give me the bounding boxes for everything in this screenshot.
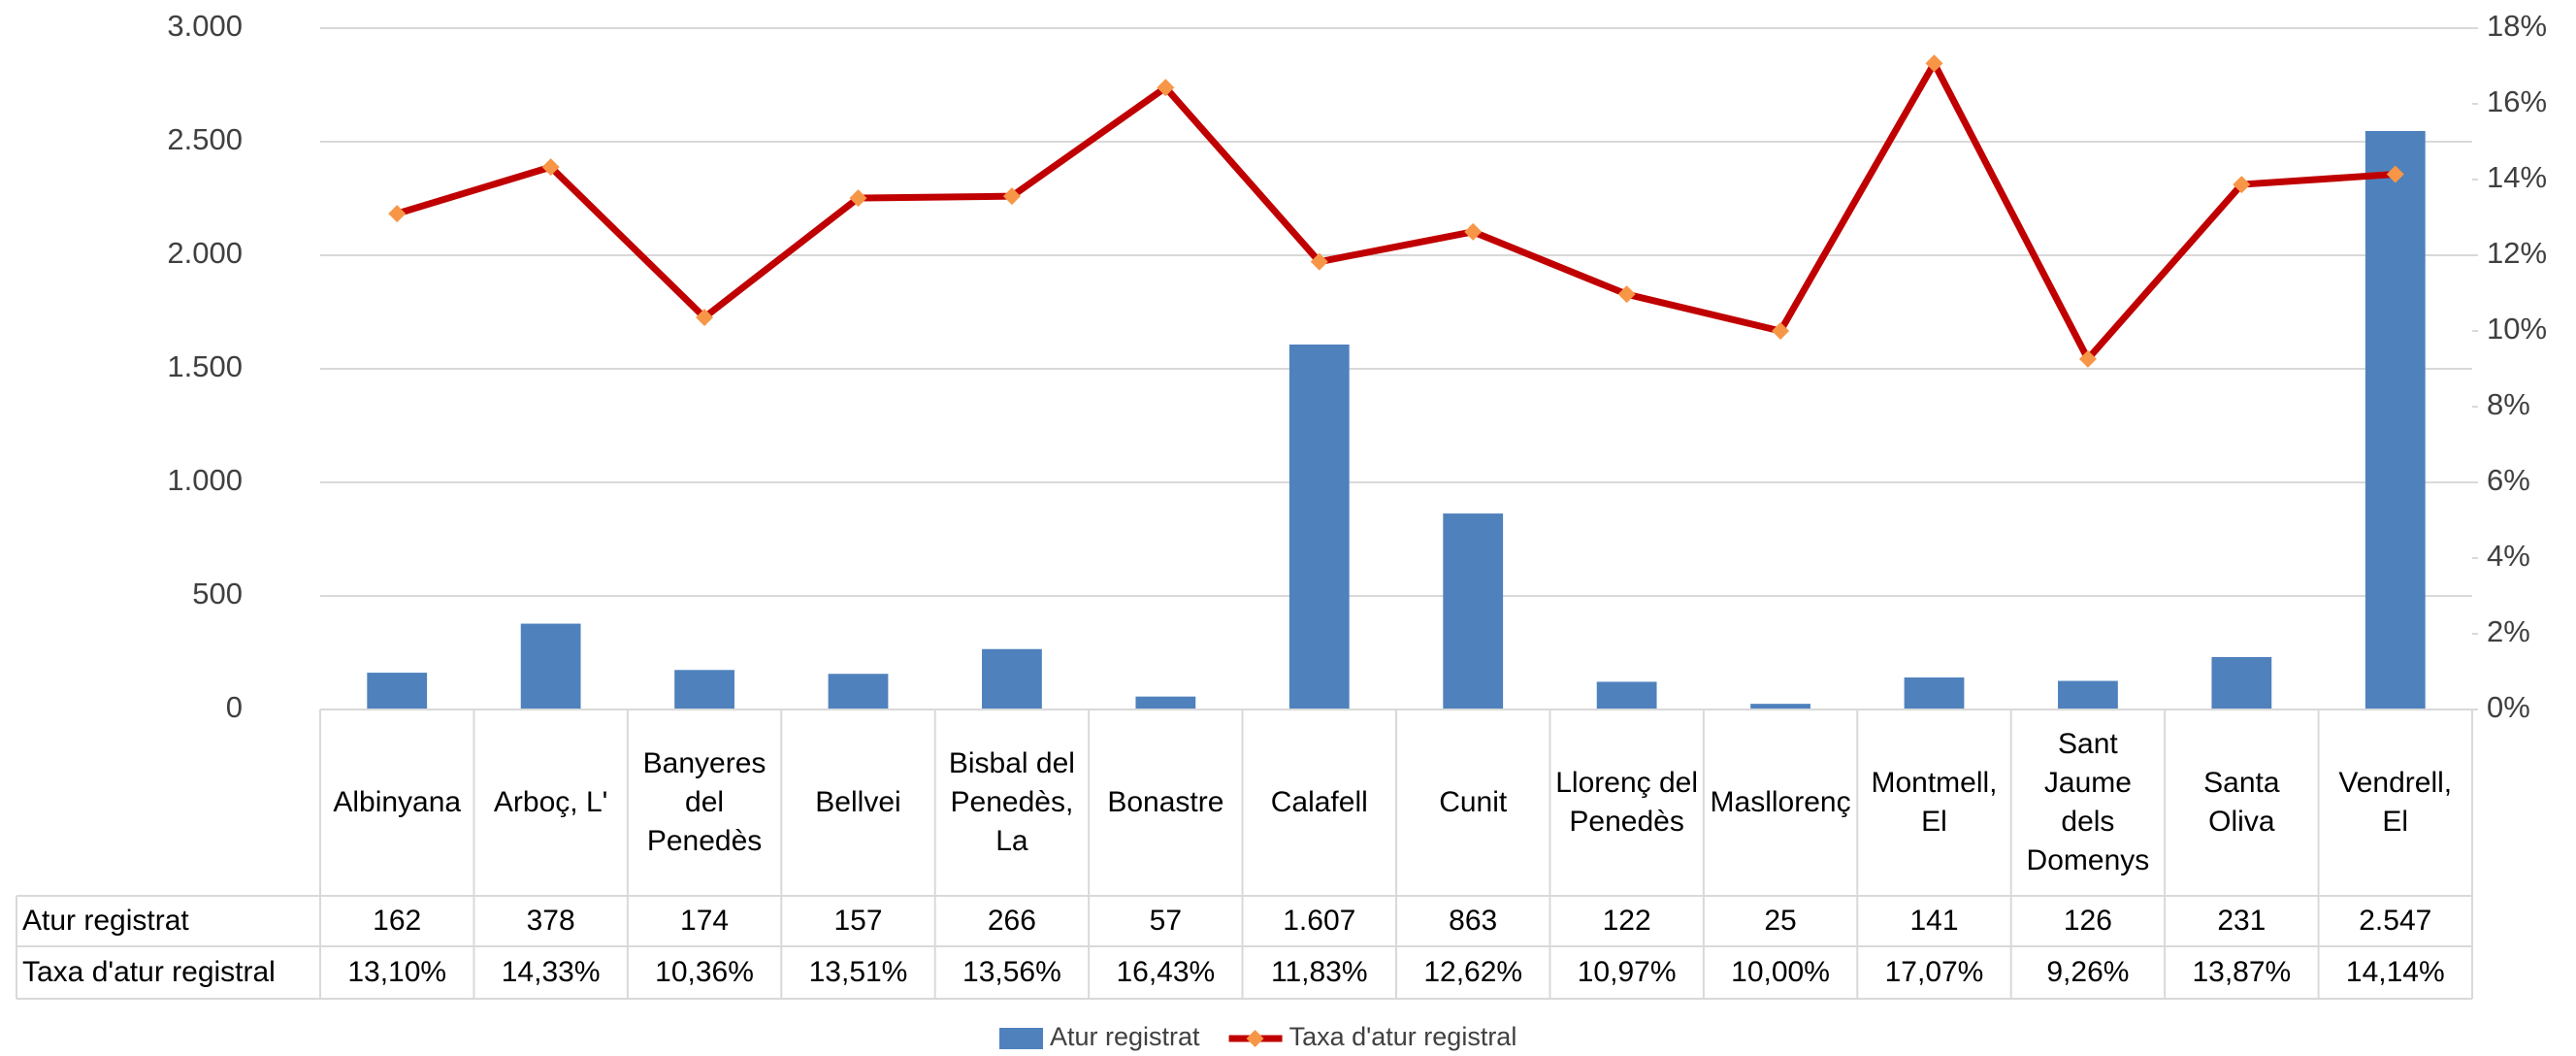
y2-tick-label: 18% <box>2487 9 2547 43</box>
marker <box>1002 187 1021 206</box>
bar <box>2211 656 2272 710</box>
data-table-value: 11,83% <box>1271 956 1368 988</box>
marker <box>1157 79 1175 97</box>
legend-label: Taxa d'atur registral <box>1289 1022 1517 1051</box>
marker <box>1464 222 1483 241</box>
bar <box>2058 680 2118 710</box>
bar <box>1904 677 1965 710</box>
y2-tick-label: 4% <box>2487 539 2530 573</box>
marker <box>1310 252 1328 271</box>
marker <box>541 158 560 177</box>
data-table-value: 12,62% <box>1423 956 1523 988</box>
y2-tick-label: 8% <box>2487 387 2530 421</box>
bar <box>1596 681 1657 710</box>
y-tick-label: 1.000 <box>167 463 243 497</box>
category-label: Sant Jaume dels Domenys <box>2026 728 2150 876</box>
bar <box>982 648 1042 710</box>
category-label: Bellvei <box>815 786 901 818</box>
y-tick-label: 3.000 <box>167 9 243 43</box>
y2-tick-label: 0% <box>2487 690 2530 724</box>
bar <box>674 670 734 710</box>
category-label: Santa Oliva <box>2203 767 2280 838</box>
bar <box>1443 513 1504 710</box>
legend-label: Atur registrat <box>1050 1022 1200 1051</box>
legend-swatch <box>999 1028 1043 1049</box>
y-tick-label: 0 <box>226 690 243 724</box>
data-table-value: 141 <box>1909 905 1959 937</box>
category-label: Cunit <box>1439 786 1508 818</box>
data-table-value: 14,14% <box>2345 956 2445 988</box>
marker <box>1617 285 1636 304</box>
data-table-value: 57 <box>1149 905 1183 937</box>
row-header: Atur registrat <box>22 905 189 937</box>
bar <box>1288 344 1350 710</box>
y2-tick-label: 6% <box>2487 463 2530 497</box>
data-table-value: 13,10% <box>347 956 447 988</box>
y2-tick-label: 16% <box>2487 84 2547 118</box>
data-table-value: 122 <box>1602 905 1651 937</box>
bar <box>1750 704 1810 710</box>
data-table-value: 2.547 <box>2359 905 2432 937</box>
category-label: Llorenç del Penedès <box>1555 767 1699 838</box>
bar <box>2364 131 2426 710</box>
data-table-value: 266 <box>987 905 1036 937</box>
data-table-value: 13,56% <box>962 956 1061 988</box>
bar <box>828 674 889 710</box>
legend-marker <box>1246 1030 1264 1047</box>
marker <box>849 189 867 208</box>
row-header: Taxa d'atur registral <box>22 956 276 988</box>
data-table-value: 10,36% <box>655 956 754 988</box>
y2-tick-label: 14% <box>2487 160 2547 194</box>
data-table-value: 13,51% <box>808 956 908 988</box>
y2-tick-label: 10% <box>2487 312 2547 346</box>
data-table-value: 157 <box>833 905 883 937</box>
data-table-value: 16,43% <box>1116 956 1216 988</box>
category-label: Banyeres del Penedès <box>642 747 766 857</box>
data-table-value: 1.607 <box>1283 905 1356 937</box>
y-tick-label: 2.500 <box>167 122 243 156</box>
marker <box>696 308 714 326</box>
data-table-value: 162 <box>373 905 422 937</box>
category-label: Masllorenç <box>1710 786 1851 818</box>
data-table-value: 14,33% <box>501 956 601 988</box>
marker <box>2233 176 2251 194</box>
marker <box>1772 322 1790 340</box>
marker <box>1925 54 1943 73</box>
line <box>396 59 2397 363</box>
marker <box>388 205 407 223</box>
y-tick-label: 500 <box>192 577 243 610</box>
y-tick-label: 2.000 <box>167 236 243 270</box>
y-tick-label: 1.500 <box>167 349 243 383</box>
data-table-value: 863 <box>1449 905 1498 937</box>
category-label: Arboç, L' <box>493 786 608 818</box>
marker <box>2078 349 2097 368</box>
data-table-value: 378 <box>526 905 575 937</box>
category-label: Vendrell, El <box>2338 767 2453 838</box>
y2-tick-label: 2% <box>2487 614 2530 648</box>
category-label: Bonastre <box>1107 786 1224 818</box>
data-table-value: 174 <box>680 905 730 937</box>
data-table-value: 231 <box>2217 905 2266 937</box>
data-table-value: 17,07% <box>1884 956 1984 988</box>
category-label: Montmell, El <box>1871 767 1998 838</box>
data-table-value: 9,26% <box>2046 956 2130 988</box>
data-table-value: 13,87% <box>2192 956 2292 988</box>
bar <box>1135 696 1196 710</box>
category-label: Bisbal del Penedès, La <box>948 747 1075 857</box>
data-table-value: 10,00% <box>1731 956 1830 988</box>
data-table-value: 10,97% <box>1577 956 1677 988</box>
category-label: Albinyana <box>333 786 462 818</box>
data-table-value: 126 <box>2063 905 2112 937</box>
category-label: Calafell <box>1270 786 1368 818</box>
bar <box>367 673 428 710</box>
marker <box>2386 165 2404 183</box>
data-table-value: 25 <box>1764 905 1797 937</box>
y2-tick-label: 12% <box>2487 236 2547 270</box>
bar <box>520 623 581 710</box>
